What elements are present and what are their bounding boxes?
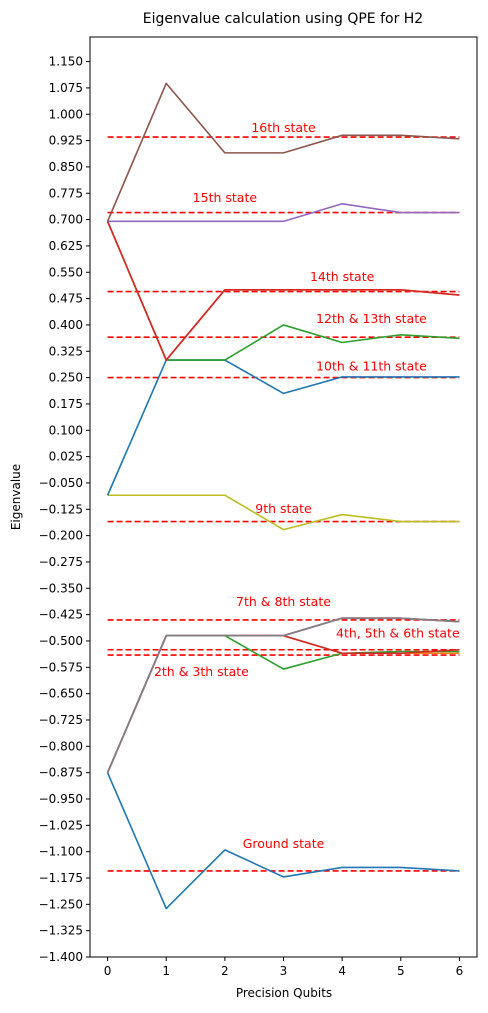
x-tick-label: 3 — [280, 964, 288, 978]
y-tick-label: 0.700 — [49, 213, 83, 227]
series-line — [106, 359, 460, 496]
y-tick-label: 0.925 — [49, 134, 83, 148]
y-tick-label: −0.575 — [39, 660, 83, 674]
series-line — [107, 494, 460, 531]
y-tick-label: 0.850 — [49, 160, 83, 174]
annotation-label: 14th state — [310, 269, 375, 284]
y-tick-label: 0.175 — [49, 397, 83, 411]
y-tick-label: 0.100 — [49, 423, 83, 437]
series-line — [106, 221, 460, 361]
y-tick-label: 0.325 — [49, 344, 83, 358]
series-line — [106, 617, 460, 773]
x-tick-label: 1 — [162, 964, 170, 978]
y-tick-label: −0.950 — [39, 792, 83, 806]
y-tick-label: −0.350 — [39, 581, 83, 595]
series-line — [106, 617, 460, 773]
annotation-label: 10th & 11th state — [316, 359, 427, 374]
series-line — [106, 82, 460, 222]
x-tick-label: 0 — [104, 964, 112, 978]
y-tick-label: −0.275 — [39, 555, 83, 569]
y-tick-label: 0.025 — [49, 450, 83, 464]
series-lines — [106, 82, 460, 910]
y-axis-ticks: 1.150 1.075 1.000 0.925 0.850 0.775 0.700 0.625… — [39, 55, 90, 964]
annotation-label: 9th state — [255, 501, 312, 516]
y-tick-label: 1.150 — [49, 55, 83, 69]
series-line — [106, 634, 460, 773]
annotation-label: 16th state — [251, 120, 316, 135]
x-tick-label: 5 — [397, 964, 405, 978]
y-tick-label: 0.400 — [49, 318, 83, 332]
y-tick-label: −1.100 — [39, 845, 83, 859]
y-tick-label: −0.200 — [39, 529, 83, 543]
plot-frame — [89, 36, 478, 958]
series-line — [107, 202, 460, 223]
y-tick-label: 0.550 — [49, 265, 83, 279]
y-tick-label: 0.775 — [49, 186, 83, 200]
series-line — [106, 634, 460, 773]
chart-title: Eigenvalue calculation using QPE for H2 — [143, 11, 423, 27]
annotation-label: 2th & 3th state — [154, 664, 249, 679]
x-tick-label: 4 — [338, 964, 346, 978]
y-tick-label: −0.500 — [39, 634, 83, 648]
y-tick-label: −1.325 — [39, 924, 83, 938]
y-tick-label: −0.425 — [39, 608, 83, 622]
x-tick-label: 6 — [456, 964, 464, 978]
y-tick-label: −0.650 — [39, 687, 83, 701]
x-tick-label: 2 — [221, 964, 229, 978]
annotations: 16th state 15th state 14th state 12th & 13t… — [154, 120, 460, 851]
y-tick-label: −1.025 — [39, 818, 83, 832]
y-tick-label: 0.250 — [49, 371, 83, 385]
y-tick-label: 1.000 — [49, 107, 83, 121]
y-tick-label: −0.125 — [39, 502, 83, 516]
y-axis-label: Eigenvalue — [9, 464, 23, 530]
annotation-label: 15th state — [193, 190, 258, 205]
y-tick-label: −0.875 — [39, 766, 83, 780]
y-tick-label: −0.050 — [39, 476, 83, 490]
y-tick-label: 1.075 — [49, 81, 83, 95]
series-line — [106, 617, 460, 773]
series-line — [106, 634, 460, 773]
reference-lines — [107, 136, 460, 872]
y-tick-label: −1.400 — [39, 950, 83, 964]
y-tick-label: 0.475 — [49, 292, 83, 306]
y-tick-label: −0.800 — [39, 739, 83, 753]
y-tick-label: 0.625 — [49, 239, 83, 253]
y-tick-label: −1.175 — [39, 871, 83, 885]
x-axis-label: Precision Qubits — [236, 986, 332, 1000]
series-line — [106, 772, 460, 910]
annotation-label: 7th & 8th state — [236, 594, 331, 609]
y-tick-label: −1.250 — [39, 897, 83, 911]
annotation-label: Ground state — [243, 836, 325, 851]
x-axis-ticks: 0 1 2 3 4 5 6 — [104, 957, 463, 978]
series-line — [106, 617, 460, 773]
annotation-label: 4th, 5th & 6th state — [336, 625, 460, 640]
annotation-label: 12th & 13th state — [316, 311, 427, 326]
y-tick-label: −0.725 — [39, 713, 83, 727]
